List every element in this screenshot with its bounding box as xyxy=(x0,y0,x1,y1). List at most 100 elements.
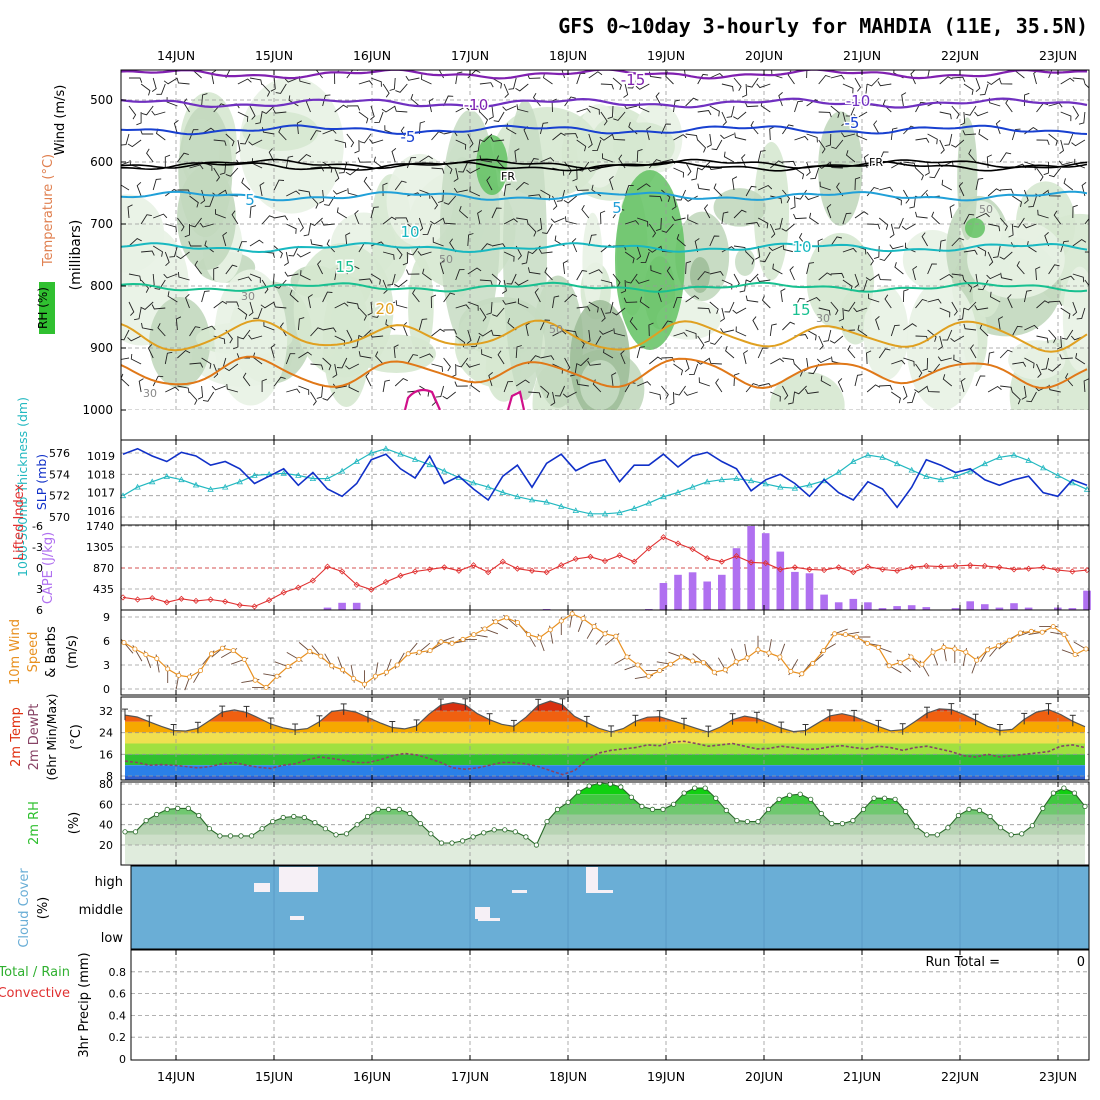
lifted-index-point xyxy=(426,566,433,573)
thickness-point xyxy=(514,493,521,500)
lifted-index-point xyxy=(601,557,609,565)
wind-speed-point xyxy=(416,649,422,655)
isotherm-label: FR xyxy=(869,156,883,169)
isotherm-line xyxy=(121,97,1088,109)
rh-point xyxy=(533,842,540,848)
cloud-block xyxy=(475,907,490,919)
precip-convective-label: Convective xyxy=(0,986,70,1001)
cloud-block xyxy=(279,867,318,892)
wind-units-label: (m/s) xyxy=(65,635,80,669)
lifted-index-point xyxy=(952,562,959,569)
bottom-date-axis: 14JUN 15JUN 16JUN 17JUN 18JUN 19JUN 20JUN 21JUN… xyxy=(157,1069,1077,1084)
isotherm-line xyxy=(121,355,1088,390)
thickness-tick: 570 xyxy=(49,511,70,524)
wind-tick: 0 xyxy=(103,683,110,696)
rh-point xyxy=(407,810,413,817)
wind-speed-point xyxy=(700,660,706,666)
lifted-index-point xyxy=(528,567,536,574)
wind-speed-point xyxy=(351,676,357,682)
wind-speed-point xyxy=(536,635,542,641)
lifted-index-point xyxy=(689,546,696,553)
wind-speed-point xyxy=(810,660,816,666)
wind-speed-point xyxy=(744,655,750,661)
lifted-index-point xyxy=(309,577,316,584)
precip-tick: 0.4 xyxy=(109,1009,127,1022)
rh-label: 30 xyxy=(241,290,255,303)
lifted-index-point xyxy=(543,569,550,576)
panel-frame xyxy=(120,696,1090,781)
rh-point xyxy=(860,806,867,813)
wind-speed-point xyxy=(733,659,739,665)
thickness-point xyxy=(835,468,842,475)
isotherm-line xyxy=(121,158,1088,170)
precip-total-label: Total / Rain xyxy=(0,965,70,980)
thickness-point xyxy=(558,502,565,509)
pressure-axis-label: (millibars) xyxy=(68,220,84,291)
lifted-index-point xyxy=(733,553,740,560)
rh-point xyxy=(354,822,360,828)
rh-point xyxy=(755,818,761,825)
lifted-index-point xyxy=(616,552,623,559)
thickness-point xyxy=(645,499,652,506)
wind-speed-point xyxy=(132,646,138,652)
rh-point xyxy=(386,806,392,813)
thickness-point xyxy=(689,483,696,490)
wind-speed-point xyxy=(875,644,881,650)
wind-speed-point xyxy=(668,661,674,667)
rh2m-panel: 20 40 60 80 2m RH (%) xyxy=(27,778,1090,866)
rh-label: 50 xyxy=(439,253,453,266)
thickness-line xyxy=(122,448,1088,515)
thickness-point xyxy=(499,489,506,495)
rh-point xyxy=(217,833,223,839)
temp-tick: 32 xyxy=(99,705,113,718)
date-label-top: 21JUN xyxy=(843,48,881,63)
thickness-point xyxy=(222,483,229,490)
thickness-point xyxy=(1040,464,1047,471)
cape-bar xyxy=(338,602,346,610)
wind-speed-point xyxy=(963,649,969,655)
lifted-index-point xyxy=(704,555,711,562)
rh-point xyxy=(1061,785,1067,791)
wind-tick: 3 xyxy=(103,659,110,672)
rh-axis-label: RH (%) xyxy=(36,287,50,329)
thickness-point xyxy=(324,475,331,481)
wind-speed-label: Speed xyxy=(26,632,41,673)
rh-point xyxy=(164,806,170,813)
lifted-index-point xyxy=(1010,566,1018,573)
wind-speed-line xyxy=(123,613,1087,689)
date-label-top: 19JUN xyxy=(647,48,685,63)
rh-point xyxy=(997,825,1004,831)
rh-point xyxy=(291,813,297,820)
minmax-axis-label: (6hr Min/Max) xyxy=(44,694,59,781)
cape-bar xyxy=(1024,607,1033,610)
lifted-index-point xyxy=(192,597,200,604)
cape-bar xyxy=(352,602,361,610)
rh-point xyxy=(734,817,740,824)
rh-point xyxy=(238,833,244,839)
wind-speed-point xyxy=(1072,652,1078,658)
thickness-point xyxy=(163,473,170,479)
slp-line xyxy=(122,447,1088,509)
rh-point xyxy=(692,785,698,791)
lifted-index-point xyxy=(280,589,287,596)
thickness-point xyxy=(981,460,988,467)
rh-point xyxy=(502,827,508,833)
lifted-index-point xyxy=(879,566,886,573)
wind-speed-point xyxy=(919,661,925,667)
cloud-block xyxy=(478,918,500,921)
thickness-point xyxy=(149,478,156,485)
temp-color-band xyxy=(125,711,1085,722)
lifted-index-tick: -6 xyxy=(32,520,43,533)
wind-speed-point xyxy=(1061,632,1067,638)
wind-speed-point xyxy=(526,632,532,638)
date-label-bottom: 21JUN xyxy=(843,1069,881,1084)
rh-point xyxy=(913,824,919,830)
rh-label: 30 xyxy=(816,312,830,325)
wind-speed-point xyxy=(187,674,193,680)
isotherm-line xyxy=(121,319,1088,353)
cloud-block xyxy=(512,890,527,893)
wind-speed-point xyxy=(624,654,630,660)
lifted-index-point xyxy=(295,584,302,591)
cloud-block xyxy=(586,890,613,893)
